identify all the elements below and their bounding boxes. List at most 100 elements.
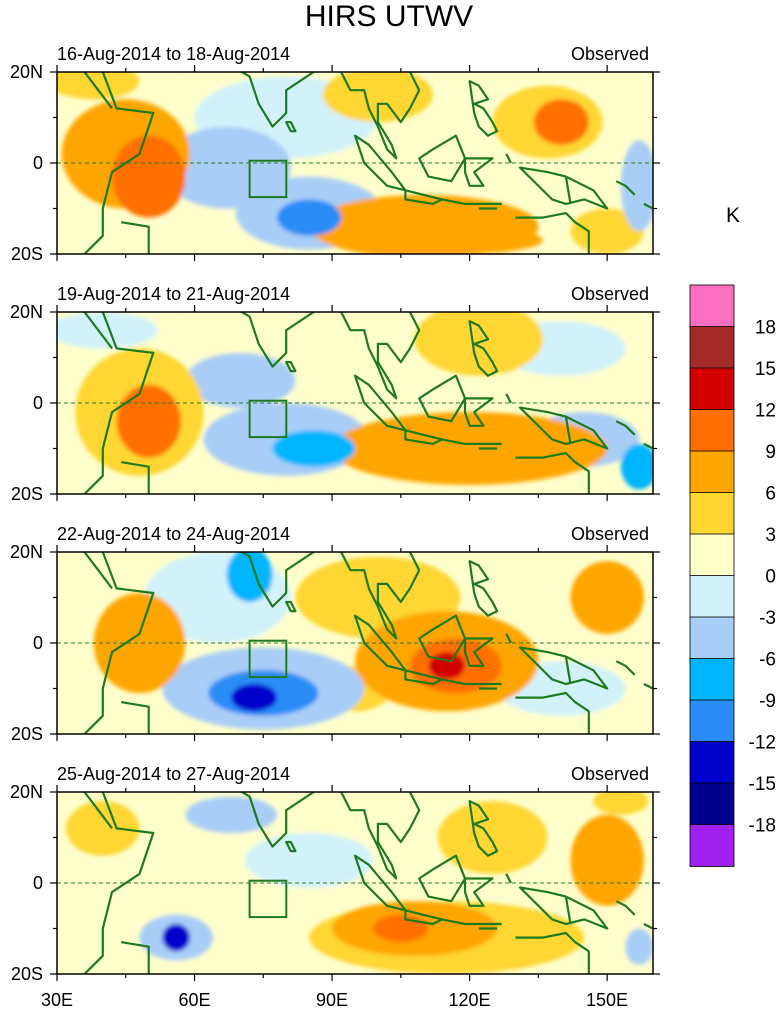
- anomaly-cell: [593, 792, 649, 815]
- study-region-box: [248, 159, 288, 199]
- colorbar-label: 3: [765, 525, 776, 546]
- panel-label: Observed: [571, 44, 649, 64]
- anomaly-cell: [437, 801, 548, 874]
- coastline: [564, 416, 572, 445]
- coastline: [83, 72, 113, 110]
- anomaly-cell: [377, 226, 543, 254]
- colorbar-label: -12: [749, 733, 776, 754]
- anomaly-cell: [620, 443, 653, 490]
- y-tick-label: 20S: [11, 484, 43, 504]
- coastline: [441, 438, 502, 445]
- colorbar-label: -15: [749, 774, 776, 795]
- anomaly-cell: [272, 430, 356, 467]
- anomaly-cell: [322, 72, 433, 123]
- anomaly-cell: [93, 592, 186, 694]
- coastline: [83, 792, 113, 830]
- anomaly-field: [57, 792, 653, 974]
- coastline: [518, 646, 609, 690]
- anomaly-contours: [93, 552, 644, 730]
- study-region-box: [248, 399, 288, 439]
- anomaly-cell: [570, 814, 644, 906]
- coastline: [515, 212, 590, 254]
- anomaly-cell: [185, 796, 277, 833]
- x-axis: 30E 60E 90E 120E 150E: [41, 990, 628, 1010]
- colorbar-label: 12: [755, 401, 776, 422]
- colorbar-label: -9: [759, 691, 776, 712]
- anomaly-cell: [66, 801, 140, 856]
- colorbar-swatch: [689, 741, 735, 784]
- study-region-box: [248, 639, 288, 679]
- colorbar-label: 9: [765, 442, 776, 463]
- colorbar-label: -6: [759, 650, 776, 671]
- coastline: [468, 560, 499, 617]
- anomaly-contours: [66, 792, 653, 974]
- coastline: [518, 166, 609, 210]
- colorbar-label: 0: [765, 567, 776, 588]
- coastline: [239, 792, 421, 880]
- panel-label: Observed: [571, 764, 649, 784]
- colorbar-swatch: [689, 492, 735, 535]
- coastline: [518, 886, 609, 930]
- coastline: [239, 72, 421, 160]
- y-tick-label: 0: [33, 393, 43, 413]
- coastline: [463, 877, 494, 907]
- y-tick-label: 20N: [10, 542, 43, 562]
- coastline: [83, 312, 155, 494]
- colorbar-label: 6: [765, 484, 776, 505]
- coastline: [468, 800, 499, 857]
- anomaly-cell: [428, 652, 466, 680]
- coastline: [505, 393, 512, 404]
- panel-period: 16-Aug-2014 to 18-Aug-2014: [57, 44, 290, 64]
- coastline: [121, 701, 150, 734]
- coastline: [285, 840, 297, 853]
- colorbar-label: -18: [749, 816, 776, 837]
- y-tick-label: 0: [33, 633, 43, 653]
- coastlines: [83, 552, 653, 734]
- panel-label: Observed: [571, 524, 649, 544]
- coastline: [643, 442, 653, 450]
- coastline: [404, 909, 444, 926]
- panel-period: 25-Aug-2014 to 27-Aug-2014: [57, 764, 290, 784]
- y-tick-label: 20S: [11, 724, 43, 744]
- coastline: [441, 198, 502, 205]
- colorbar-swatch: [689, 367, 735, 411]
- coastline: [404, 189, 444, 205]
- y-tick-label: 20S: [11, 964, 43, 984]
- coastline: [83, 312, 113, 350]
- coastline: [468, 80, 499, 137]
- colorbar-swatch: [689, 658, 735, 701]
- anomaly-cell: [446, 416, 557, 463]
- anomaly-cell: [277, 199, 342, 236]
- coastline: [643, 923, 653, 930]
- coastline: [83, 552, 113, 590]
- coastline: [564, 656, 572, 685]
- coastline: [441, 678, 502, 686]
- coastline: [468, 320, 499, 377]
- colorbar-swatch: [689, 450, 735, 494]
- anomaly-cell: [162, 923, 190, 952]
- colorbar-swatch: [689, 782, 735, 826]
- panel-period: 22-Aug-2014 to 24-Aug-2014: [57, 524, 290, 544]
- x-tick-label: 90E: [316, 990, 348, 1010]
- coastline: [505, 873, 512, 884]
- anomaly-cell: [112, 135, 186, 218]
- coastlines: [83, 72, 653, 254]
- coastline: [83, 792, 155, 974]
- anomaly-cell: [57, 72, 140, 100]
- panel: 20N 0 20S 22-Aug-2014 to 24-Aug-2014 Observe…: [10, 524, 660, 744]
- y-tick-label: 20N: [10, 782, 43, 802]
- coastlines: [83, 312, 653, 494]
- anomaly-field: [57, 312, 653, 494]
- coastline: [285, 600, 297, 613]
- colorbar-swatch: [689, 533, 735, 577]
- x-tick-label: 30E: [41, 990, 73, 1010]
- coastline: [643, 683, 653, 690]
- y-tick-label: 0: [33, 873, 43, 893]
- anomaly-cell: [231, 683, 277, 712]
- anomaly-cell: [533, 99, 589, 145]
- coastline: [515, 931, 590, 974]
- coastline: [515, 452, 590, 494]
- x-tick-label: 150E: [586, 990, 628, 1010]
- colorbar-swatch: [689, 409, 735, 452]
